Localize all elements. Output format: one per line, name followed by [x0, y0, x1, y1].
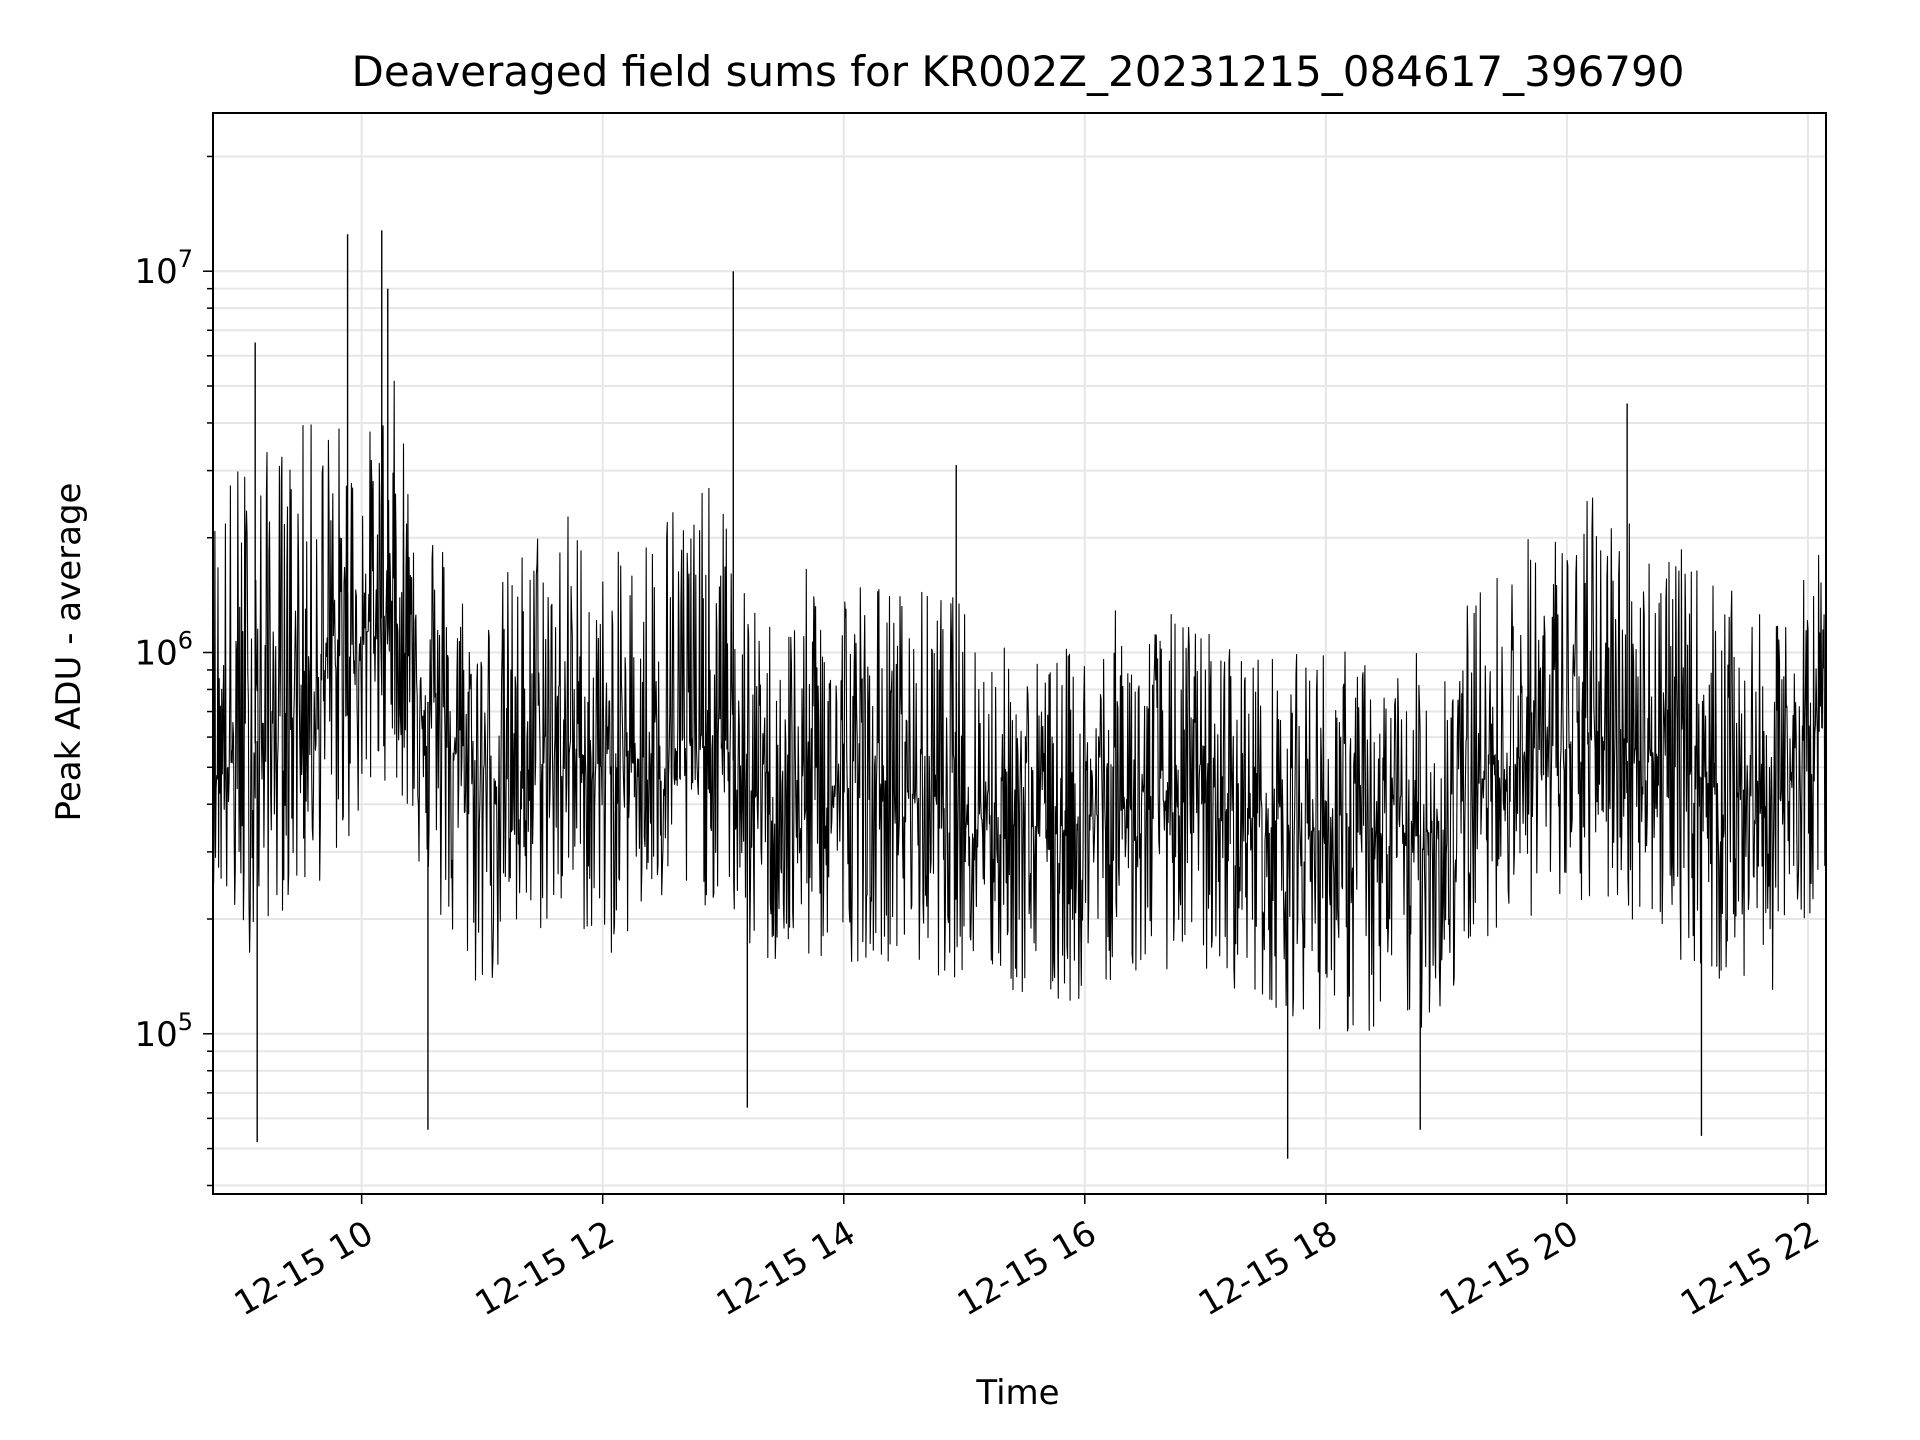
series-path — [212, 380, 1827, 1032]
chart-title: Deaveraged field sums for KR002Z_2023121… — [352, 47, 1685, 96]
plot-frame — [212, 112, 1827, 1195]
x-axis-label: Time — [975, 1373, 1059, 1413]
y-tick-label: 107 — [134, 245, 193, 292]
y-tick-label: 105 — [134, 1008, 193, 1055]
y-tick-label: 106 — [134, 627, 193, 674]
series-line — [212, 230, 1827, 1159]
y-axis-label: Peak ADU - average — [49, 483, 89, 822]
